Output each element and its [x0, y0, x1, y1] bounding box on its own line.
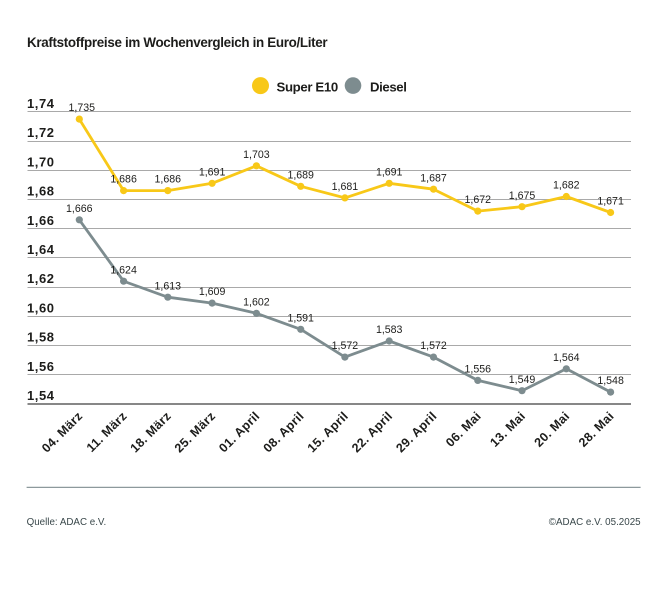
- svg-text:1,572: 1,572: [332, 340, 359, 352]
- svg-text:1,675: 1,675: [509, 190, 536, 202]
- svg-text:Diesel: Diesel: [370, 80, 406, 95]
- svg-text:1,703: 1,703: [243, 149, 270, 161]
- svg-text:1,548: 1,548: [597, 375, 624, 387]
- svg-text:1,691: 1,691: [376, 166, 403, 178]
- svg-text:1,591: 1,591: [287, 312, 314, 324]
- svg-text:1,54: 1,54: [27, 388, 55, 403]
- svg-text:1,671: 1,671: [597, 196, 624, 208]
- svg-text:1,624: 1,624: [110, 264, 137, 276]
- svg-text:1,686: 1,686: [110, 174, 137, 186]
- svg-text:1,681: 1,681: [332, 181, 359, 193]
- svg-text:1,68: 1,68: [27, 184, 55, 199]
- svg-text:1,691: 1,691: [199, 166, 226, 178]
- svg-text:1,60: 1,60: [27, 300, 55, 315]
- svg-text:©ADAC e.V. 05.2025: ©ADAC e.V. 05.2025: [549, 517, 641, 528]
- svg-text:1,735: 1,735: [69, 102, 96, 114]
- svg-text:1,56: 1,56: [27, 359, 55, 374]
- svg-text:1,72: 1,72: [27, 125, 55, 140]
- svg-text:1,672: 1,672: [465, 194, 492, 206]
- svg-text:1,689: 1,689: [287, 169, 314, 181]
- svg-text:1,682: 1,682: [553, 180, 580, 192]
- svg-text:Kraftstoffpreise im Wochenverg: Kraftstoffpreise im Wochenvergleich in E…: [27, 35, 328, 50]
- svg-text:1,62: 1,62: [27, 271, 55, 286]
- svg-text:1,572: 1,572: [420, 340, 447, 352]
- svg-text:1,602: 1,602: [243, 296, 270, 308]
- svg-text:1,70: 1,70: [27, 154, 55, 169]
- svg-text:1,613: 1,613: [155, 280, 182, 292]
- svg-text:1,66: 1,66: [27, 213, 55, 228]
- svg-text:1,64: 1,64: [27, 242, 55, 257]
- svg-text:1,556: 1,556: [465, 364, 492, 376]
- svg-text:1,583: 1,583: [376, 324, 403, 336]
- svg-text:1,687: 1,687: [420, 172, 447, 184]
- svg-text:1,686: 1,686: [155, 174, 182, 186]
- svg-text:Quelle: ADAC e.V.: Quelle: ADAC e.V.: [27, 517, 107, 528]
- svg-text:1,58: 1,58: [27, 330, 55, 345]
- svg-text:1,564: 1,564: [553, 352, 580, 364]
- svg-text:1,666: 1,666: [66, 203, 93, 215]
- svg-text:1,549: 1,549: [509, 374, 536, 386]
- svg-text:1,609: 1,609: [199, 286, 226, 298]
- svg-text:Super E10: Super E10: [277, 80, 338, 95]
- svg-text:1,74: 1,74: [27, 96, 55, 111]
